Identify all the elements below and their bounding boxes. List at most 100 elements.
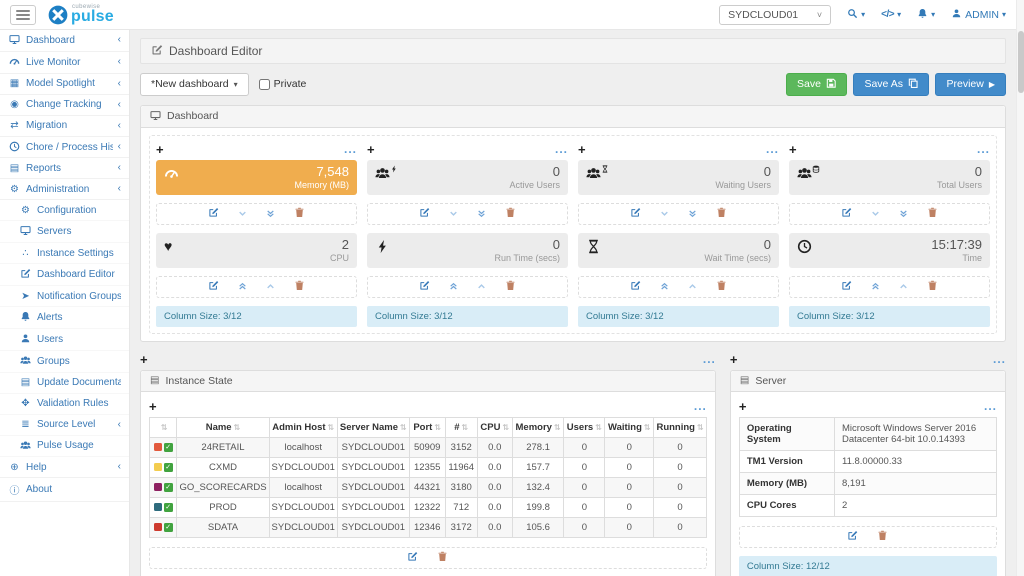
sidebar-item-users[interactable]: Users	[0, 329, 129, 351]
chevron-up-icon[interactable]	[899, 282, 908, 292]
add-widget-icon[interactable]: +	[578, 141, 586, 157]
add-widget-icon[interactable]: +	[367, 141, 375, 157]
alerts-menu[interactable]: ▾	[917, 8, 935, 21]
edit-icon[interactable]	[407, 551, 418, 564]
trash-icon[interactable]	[716, 280, 727, 293]
instance-link[interactable]: 24RETAIL	[176, 436, 270, 458]
edit-icon[interactable]	[208, 207, 219, 220]
sidebar-item-dashboard[interactable]: Dashboard ‹	[0, 30, 129, 52]
chevrons-down-icon[interactable]	[477, 209, 486, 219]
dashboard-select-button[interactable]: *New dashboard ▾	[140, 73, 249, 96]
sidebar-item-reports[interactable]: ▤ Reports ‹	[0, 158, 129, 180]
edit-icon[interactable]	[630, 207, 641, 220]
chevron-down-icon[interactable]	[238, 209, 247, 219]
widget-options-icon[interactable]: ...	[983, 398, 997, 413]
chevrons-up-icon[interactable]	[871, 282, 880, 292]
trash-icon[interactable]	[877, 530, 888, 543]
sidebar-item-live-monitor[interactable]: Live Monitor ‹	[0, 52, 129, 74]
column-header-count[interactable]: # ⇅	[444, 416, 478, 438]
chevron-up-icon[interactable]	[477, 282, 486, 292]
edit-icon[interactable]	[847, 530, 858, 543]
trash-icon[interactable]	[505, 280, 516, 293]
sidebar-toggle-button[interactable]	[10, 4, 36, 25]
column-options-icon[interactable]: ...	[554, 141, 568, 156]
sidebar-item-notification-groups[interactable]: ➤ Notification Groups	[0, 286, 129, 308]
trash-icon[interactable]	[927, 207, 938, 220]
column-header-admin-host[interactable]: Admin Host ⇅	[268, 416, 338, 438]
column-header-running[interactable]: Running ⇅	[653, 416, 707, 438]
chevron-up-icon[interactable]	[688, 282, 697, 292]
edit-icon[interactable]	[630, 280, 641, 293]
sidebar-item-servers[interactable]: Servers	[0, 221, 129, 244]
edit-icon[interactable]	[419, 207, 430, 220]
column-header-name[interactable]: Name ⇅	[176, 416, 270, 438]
sidebar-item-source-level[interactable]: ≣ Source Level ‹	[0, 415, 129, 436]
edit-icon[interactable]	[419, 280, 430, 293]
sidebar-item-groups[interactable]: Groups	[0, 351, 129, 373]
edit-icon[interactable]	[841, 207, 852, 220]
trash-icon[interactable]	[294, 280, 305, 293]
instance-link[interactable]: GO_SCORECARDS	[176, 476, 270, 498]
column-header-memory[interactable]: Memory ⇅	[511, 416, 565, 438]
sidebar-item-help[interactable]: ⊕ Help ‹	[0, 457, 129, 479]
sidebar-item-change-tracking[interactable]: ◉ Change Tracking ‹	[0, 95, 129, 116]
cell-options-icon[interactable]: ...	[702, 351, 716, 366]
add-widget-icon[interactable]: +	[156, 141, 164, 157]
status-column-header[interactable]: ⇅	[148, 416, 178, 438]
sidebar-item-model-spotlight[interactable]: ▦ Model Spotlight ‹	[0, 74, 129, 95]
sidebar-item-dashboard-editor[interactable]: Dashboard Editor	[0, 264, 129, 287]
column-options-icon[interactable]: ...	[765, 141, 779, 156]
chevron-down-icon[interactable]	[871, 209, 880, 219]
chevron-down-icon[interactable]	[449, 209, 458, 219]
sidebar-item-administration[interactable]: ⚙ Administration ‹	[0, 179, 129, 201]
trash-icon[interactable]	[294, 207, 305, 220]
sidebar-item-pulse-usage[interactable]: Pulse Usage	[0, 436, 129, 458]
sidebar-item-migration[interactable]: ⇄ Migration ‹	[0, 116, 129, 137]
trash-icon[interactable]	[716, 207, 727, 220]
chevron-down-icon[interactable]	[660, 209, 669, 219]
page-scrollbar[interactable]	[1016, 0, 1024, 576]
column-header-server-name[interactable]: Server Name ⇅	[336, 416, 410, 438]
edit-icon[interactable]	[841, 280, 852, 293]
widget-options-icon[interactable]: ...	[693, 398, 707, 413]
chevrons-down-icon[interactable]	[266, 209, 275, 219]
user-menu[interactable]: ADMIN ▾	[951, 8, 1006, 21]
sidebar-item-update-documentation[interactable]: ▤Update Documentation	[0, 373, 129, 394]
column-header-cpu[interactable]: CPU ⇅	[476, 416, 513, 438]
scrollbar-thumb[interactable]	[1018, 31, 1024, 93]
cell-options-icon[interactable]: ...	[992, 351, 1006, 366]
column-header-port[interactable]: Port ⇅	[408, 416, 446, 438]
add-widget-icon[interactable]: +	[140, 351, 148, 367]
chevrons-up-icon[interactable]	[238, 282, 247, 292]
sidebar-item-about[interactable]: ⓘ About	[0, 478, 129, 503]
server-select[interactable]: SYDCLOUD01 ˅	[719, 4, 832, 25]
add-widget-icon[interactable]: +	[789, 141, 797, 157]
chevrons-down-icon[interactable]	[688, 209, 697, 219]
sidebar-item-chore-process-history[interactable]: Chore / Process History‹	[0, 137, 129, 159]
code-menu[interactable]: </> ▾	[881, 9, 901, 20]
column-header-users[interactable]: Users ⇅	[563, 416, 606, 438]
column-options-icon[interactable]: ...	[343, 141, 357, 156]
instance-link[interactable]: CXMD	[176, 456, 270, 478]
instance-link[interactable]: PROD	[176, 496, 270, 518]
trash-icon[interactable]	[437, 551, 448, 564]
trash-icon[interactable]	[505, 207, 516, 220]
chevrons-up-icon[interactable]	[660, 282, 669, 292]
chevrons-up-icon[interactable]	[449, 282, 458, 292]
save-button[interactable]: Save	[786, 73, 848, 96]
add-icon[interactable]: +	[149, 398, 157, 414]
private-checkbox[interactable]	[258, 78, 270, 90]
chevrons-down-icon[interactable]	[899, 209, 908, 219]
sidebar-item-configuration[interactable]: ⚙ Configuration	[0, 200, 129, 222]
add-widget-icon[interactable]: +	[729, 351, 738, 367]
column-header-waiting[interactable]: Waiting ⇅	[604, 416, 655, 438]
sidebar-item-validation-rules[interactable]: ✥ Validation Rules	[0, 394, 129, 415]
sidebar-item-alerts[interactable]: Alerts	[0, 307, 129, 329]
sidebar-item-instance-settings[interactable]: ∴ Instance Settings	[0, 243, 129, 265]
preview-button[interactable]: Preview ▶	[935, 73, 1006, 96]
chevron-up-icon[interactable]	[266, 282, 275, 292]
column-options-icon[interactable]: ...	[976, 141, 990, 156]
instance-link[interactable]: SDATA	[176, 516, 270, 538]
save-as-button[interactable]: Save As	[853, 73, 930, 96]
add-icon[interactable]: +	[738, 398, 747, 414]
